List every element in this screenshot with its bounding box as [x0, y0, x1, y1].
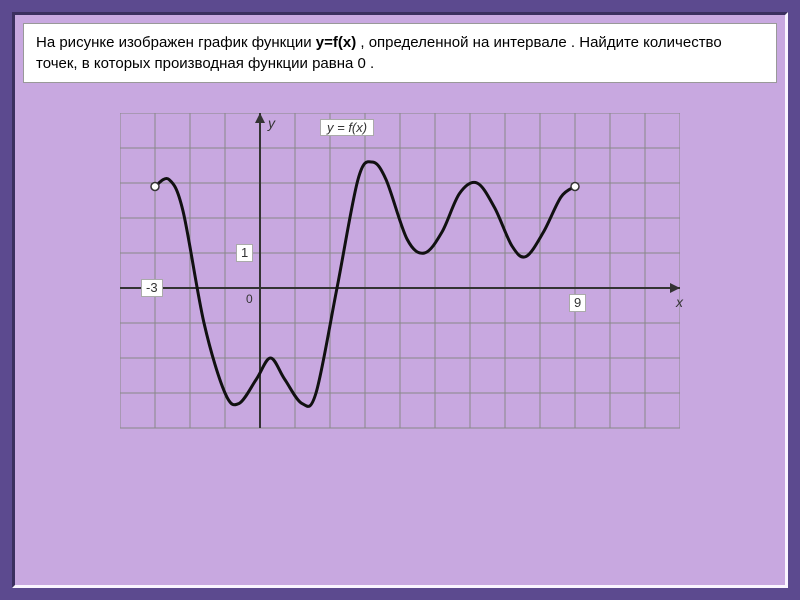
chart-container: y x 0 y = f(x) -3 1 9	[23, 103, 777, 453]
outer-frame: На рисунке изображен график функции y=f(…	[0, 0, 800, 600]
y-axis-label: y	[268, 115, 275, 131]
problem-text-before: На рисунке изображен график функции	[36, 34, 316, 51]
function-chart: y x 0 y = f(x) -3 1 9	[120, 113, 680, 453]
tick-label: -3	[141, 279, 163, 297]
problem-fn: y=f(x)	[316, 34, 356, 51]
curve-label: y = f(x)	[320, 119, 374, 136]
inner-frame: На рисунке изображен график функции y=f(…	[12, 12, 788, 588]
problem-text-box: На рисунке изображен график функции y=f(…	[23, 23, 777, 83]
origin-label: 0	[246, 292, 253, 306]
x-axis-label: x	[676, 294, 683, 310]
tick-label: 1	[236, 244, 253, 262]
tick-label: 9	[569, 294, 586, 312]
